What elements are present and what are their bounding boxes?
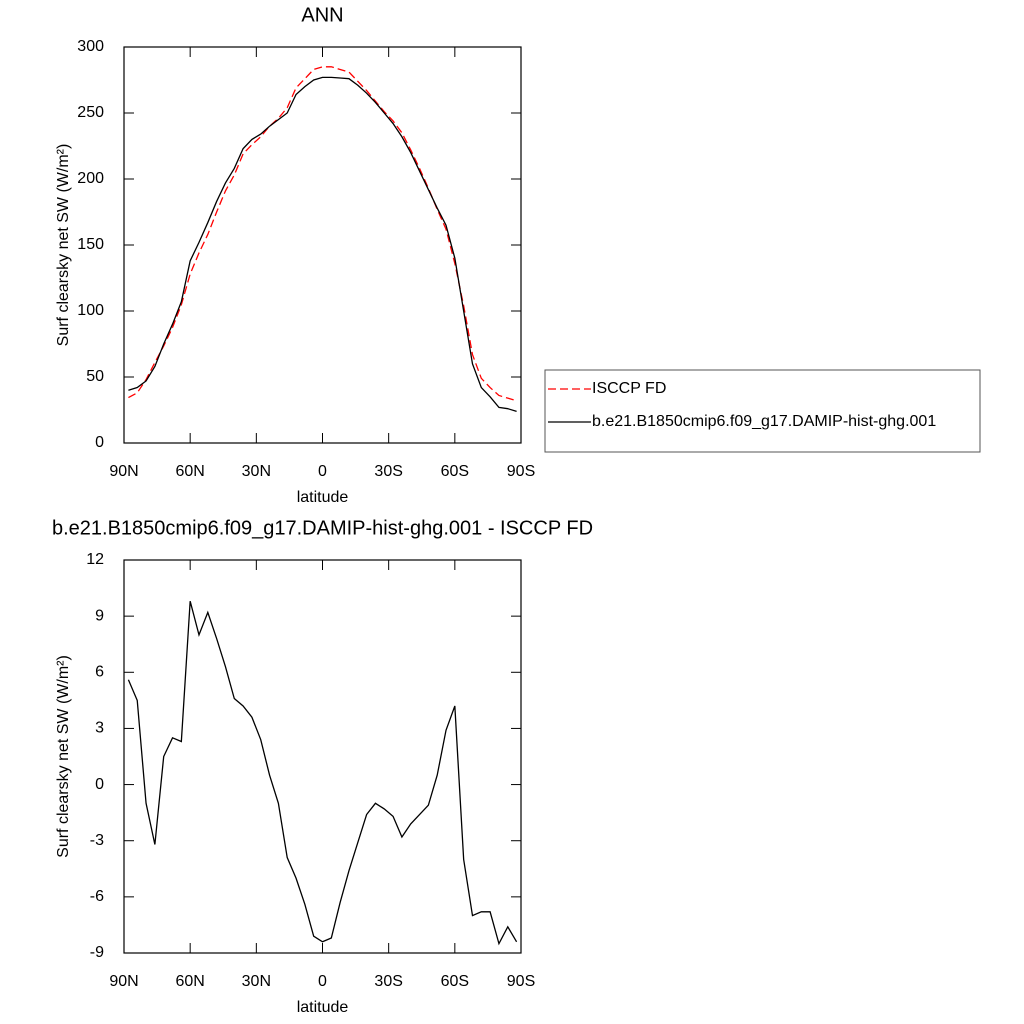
y-tick-label: 300 — [77, 38, 104, 55]
y-tick-label: 0 — [95, 776, 104, 793]
data-line — [127, 601, 518, 946]
x-tick-label: 60S — [441, 973, 469, 990]
x-tick-label: 90S — [507, 463, 535, 480]
x-tick-label: 30S — [374, 973, 402, 990]
y-tick-label: 6 — [95, 664, 104, 681]
y-tick-label: -3 — [90, 832, 104, 849]
y-tick-label: -9 — [90, 944, 104, 961]
x-axis-label: latitude — [297, 489, 349, 506]
plot-frame — [123, 46, 522, 444]
x-tick-label: 60N — [175, 973, 204, 990]
y-tick-label: 250 — [77, 104, 104, 121]
y-tick-label: -6 — [90, 888, 104, 905]
y-tick-label: 200 — [77, 170, 104, 187]
y-tick-label: 150 — [77, 236, 104, 253]
plot-frame — [123, 559, 522, 954]
chart-title: b.e21.B1850cmip6.f09_g17.DAMIP-hist-ghg.… — [52, 517, 593, 539]
x-tick-label: 30S — [374, 463, 402, 480]
legend-label: b.e21.B1850cmip6.f09_g17.DAMIP-hist-ghg.… — [592, 413, 936, 430]
x-tick-label: 60S — [441, 463, 469, 480]
data-line — [128, 76, 517, 412]
data-line — [128, 66, 517, 402]
x-tick-label: 90N — [109, 463, 138, 480]
y-tick-label: 100 — [77, 302, 104, 319]
y-tick-label: 12 — [86, 551, 104, 568]
legend-box — [544, 369, 981, 453]
y-tick-label: 3 — [95, 720, 104, 737]
x-axis-label: latitude — [297, 999, 349, 1016]
legend-label: ISCCP FD — [592, 380, 666, 397]
y-tick-label: 50 — [86, 368, 104, 385]
x-tick-label: 30N — [242, 973, 271, 990]
x-tick-label: 30N — [242, 463, 271, 480]
x-tick-label: 90N — [109, 973, 138, 990]
x-tick-label: 0 — [318, 973, 327, 990]
chart-title: ANN — [301, 4, 343, 26]
x-tick-label: 90S — [507, 973, 535, 990]
x-tick-label: 60N — [175, 463, 204, 480]
y-axis-label: Surf clearsky net SW (W/m²) — [55, 655, 72, 858]
y-tick-label: 9 — [95, 607, 104, 624]
x-tick-label: 0 — [318, 463, 327, 480]
y-axis-label: Surf clearsky net SW (W/m²) — [55, 144, 72, 347]
y-tick-label: 0 — [95, 434, 104, 451]
